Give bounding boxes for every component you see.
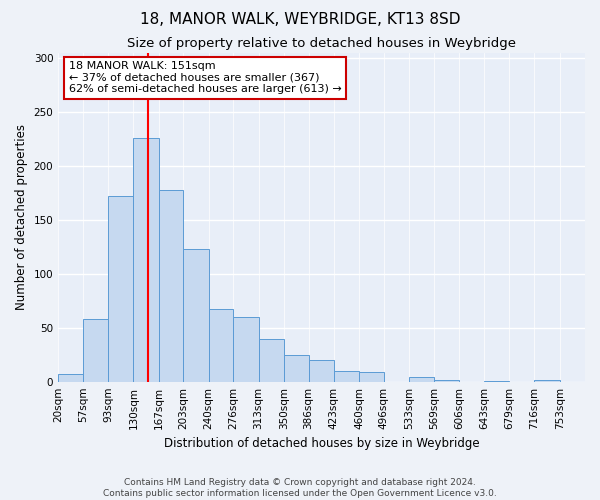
Bar xyxy=(484,380,509,382)
Bar xyxy=(535,380,560,382)
Title: Size of property relative to detached houses in Weybridge: Size of property relative to detached ho… xyxy=(127,38,516,51)
Bar xyxy=(308,360,334,382)
Bar xyxy=(284,354,308,382)
Bar xyxy=(434,380,459,382)
Bar xyxy=(83,319,108,382)
X-axis label: Distribution of detached houses by size in Weybridge: Distribution of detached houses by size … xyxy=(164,437,479,450)
Bar xyxy=(209,310,233,382)
Bar xyxy=(359,372,384,382)
Bar xyxy=(58,374,83,382)
Text: 18 MANOR WALK: 151sqm
← 37% of detached houses are smaller (367)
62% of semi-det: 18 MANOR WALK: 151sqm ← 37% of detached … xyxy=(69,62,341,94)
Y-axis label: Number of detached properties: Number of detached properties xyxy=(15,124,28,310)
Bar xyxy=(108,196,133,382)
Bar xyxy=(184,249,209,382)
Text: Contains HM Land Registry data © Crown copyright and database right 2024.
Contai: Contains HM Land Registry data © Crown c… xyxy=(103,478,497,498)
Bar xyxy=(133,138,159,382)
Bar xyxy=(334,371,359,382)
Bar xyxy=(159,190,184,382)
Bar xyxy=(233,317,259,382)
Bar xyxy=(259,338,284,382)
Bar xyxy=(409,378,434,382)
Text: 18, MANOR WALK, WEYBRIDGE, KT13 8SD: 18, MANOR WALK, WEYBRIDGE, KT13 8SD xyxy=(140,12,460,28)
